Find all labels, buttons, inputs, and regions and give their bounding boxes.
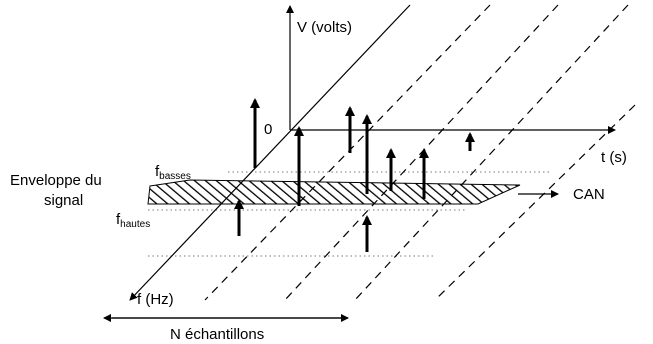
sample-plane-4 [434,104,636,301]
envelope-label-line1: Enveloppe du [10,172,102,189]
sample-plane-2 [284,4,559,301]
frequency-axis [129,4,411,301]
fhautes-subscript: hautes [120,219,150,230]
voltage-axis-label: V (volts) [297,19,352,36]
frequency-axis-label: f (Hz) [137,291,174,308]
fhautes-prefix: f [116,211,121,228]
time-axis-label: t (s) [601,149,627,166]
origin-label: 0 [264,121,272,138]
envelope-label-line2: signal [44,192,83,209]
sample-plane-3 [354,4,629,301]
signal-envelope-band [147,179,521,205]
dotted-guides [148,171,550,257]
fhautes-label: fhautes [116,211,150,230]
converter-label: CAN [573,186,605,203]
sample-plane-1 [204,4,491,301]
fbasses-subscript: basses [159,171,191,182]
sample-arrows [234,98,475,252]
samples-label: N échantillons [170,326,264,343]
fbasses-label: fbasses [155,163,191,182]
fbasses-prefix: f [155,163,160,180]
